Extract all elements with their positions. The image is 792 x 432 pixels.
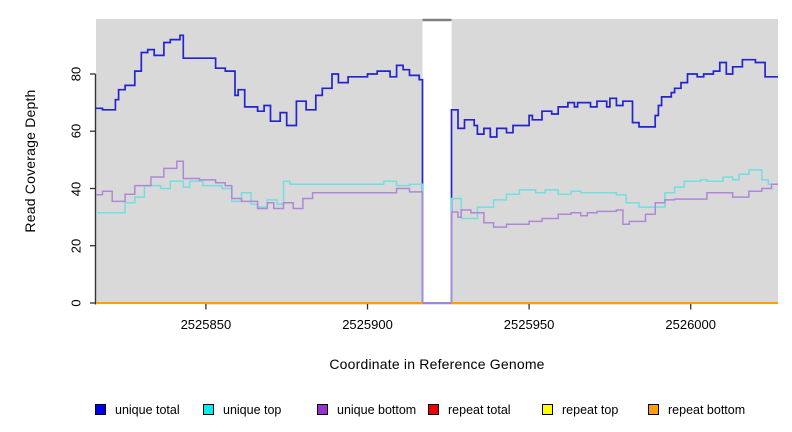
legend-item-unique-top: unique top — [203, 402, 282, 417]
x-axis-title: Coordinate in Reference Genome — [329, 356, 545, 372]
y-axis-title: Read Coverage Depth — [22, 89, 38, 233]
legend-item-repeat-top: repeat top — [542, 402, 619, 417]
y-tick-label: 60 — [68, 123, 84, 139]
legend-item-unique-bottom: unique bottom — [317, 402, 417, 417]
y-tick-label: 40 — [68, 181, 84, 196]
legend-swatch-repeat-bottom — [648, 404, 659, 415]
series-unique-bottom-line — [96, 160, 778, 304]
legend-swatch-unique-bottom — [317, 404, 328, 415]
x-tick-label: 2525950 — [503, 317, 555, 332]
legend-label: repeat bottom — [668, 402, 746, 417]
x-tick-label: 2526000 — [665, 317, 716, 332]
legend-label: unique bottom — [337, 402, 417, 417]
y-tick-label: 80 — [68, 66, 84, 82]
legend-label: unique top — [223, 402, 282, 417]
legend-swatch-repeat-total — [428, 404, 439, 415]
legend-label: unique total — [115, 402, 180, 417]
legend-swatch-repeat-top — [542, 404, 553, 415]
legend-item-unique-total: unique total — [95, 402, 180, 417]
x-tick-label: 2525900 — [342, 317, 393, 332]
legend-item-repeat-bottom: repeat bottom — [648, 402, 746, 417]
legend-label: repeat total — [448, 402, 511, 417]
series-unique-top-line — [96, 169, 778, 304]
gap-mask — [422, 19, 452, 303]
legend-swatch-unique-top — [203, 404, 214, 415]
legend-item-repeat-total: repeat total — [428, 402, 511, 417]
y-tick-label: 0 — [68, 299, 84, 307]
series-unique-total-line — [96, 34, 778, 304]
x-tick-label: 2525850 — [180, 317, 232, 332]
legend-swatch-unique-total — [95, 404, 106, 415]
legend-label: repeat top — [562, 402, 619, 417]
y-tick-label: 20 — [68, 238, 84, 253]
